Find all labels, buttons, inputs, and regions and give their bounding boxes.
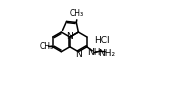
Text: NH₂: NH₂ — [98, 49, 115, 58]
Text: CH₃: CH₃ — [40, 42, 54, 51]
Text: NH: NH — [87, 48, 100, 57]
Text: CH₃: CH₃ — [70, 9, 84, 18]
Text: N: N — [66, 32, 73, 41]
Text: HCl: HCl — [94, 36, 110, 45]
Text: N: N — [76, 50, 82, 59]
